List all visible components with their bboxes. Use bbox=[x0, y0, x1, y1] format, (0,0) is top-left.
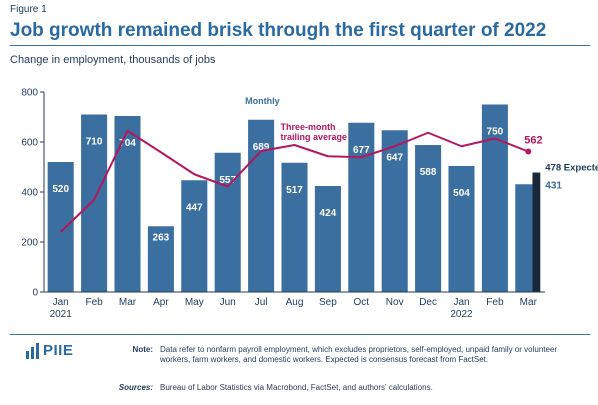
bar-feb bbox=[481, 104, 508, 292]
bar-mar bbox=[515, 184, 533, 292]
bar-value-label: 263 bbox=[153, 232, 170, 243]
y-tick-label: 600 bbox=[21, 138, 38, 149]
average-series-label: trailing average bbox=[281, 132, 348, 142]
bar-oct bbox=[348, 122, 375, 292]
chart-title: Job growth remained brisk through the fi… bbox=[10, 20, 547, 41]
figure-label: Figure 1 bbox=[10, 4, 47, 15]
bar-feb bbox=[81, 114, 108, 292]
bar-value-label: 447 bbox=[186, 202, 203, 213]
x-tick-label: Aug bbox=[286, 297, 304, 308]
x-tick-label: Nov bbox=[386, 297, 404, 308]
x-tick-label: Sep bbox=[319, 297, 337, 308]
sources-text: Bureau of Labor Statistics via Macrobond… bbox=[160, 383, 433, 392]
bar-value-label: 704 bbox=[119, 138, 136, 149]
bar-jun bbox=[214, 152, 241, 292]
x-tick-label: Apr bbox=[153, 297, 169, 308]
bar-mar bbox=[114, 116, 141, 292]
average-end-label: 562 bbox=[524, 135, 542, 147]
bar-apr bbox=[147, 226, 174, 292]
logo-mark-icon bbox=[26, 342, 39, 359]
employment-chart: 0 200 400 600 800 520 710 704 263 447 557 689 517 424… bbox=[21, 88, 598, 321]
expected-bar bbox=[532, 172, 541, 292]
bar-value-label: 517 bbox=[286, 185, 303, 196]
average-series-label: Three-month bbox=[281, 122, 336, 132]
bar-sep bbox=[314, 186, 341, 292]
bar-value-label: 647 bbox=[386, 152, 403, 163]
x-year-label: 2021 bbox=[50, 309, 73, 320]
bar-value-label: 588 bbox=[420, 167, 437, 178]
y-tick-label: 800 bbox=[21, 88, 38, 99]
bar-jan bbox=[448, 166, 475, 292]
bar-value-label: 504 bbox=[453, 188, 470, 199]
x-tick-label: Feb bbox=[85, 297, 103, 308]
bar-value-label: 750 bbox=[487, 127, 504, 138]
x-tick-label: Jan bbox=[453, 297, 469, 308]
x-tick-label: May bbox=[185, 297, 204, 308]
bar-value-label: 677 bbox=[353, 145, 370, 156]
footer-divider bbox=[10, 334, 590, 335]
logo-text: PIIE bbox=[43, 342, 74, 359]
y-tick-label: 200 bbox=[21, 238, 38, 249]
note-text: Data refer to nonfarm payroll employment… bbox=[160, 345, 558, 364]
bar-value-label: 431 bbox=[545, 180, 562, 191]
y-tick-label: 400 bbox=[21, 188, 38, 199]
x-tick-label: Oct bbox=[354, 297, 370, 308]
monthly-series-label: Monthly bbox=[245, 96, 280, 106]
x-tick-label: Jan bbox=[53, 297, 69, 308]
bar-jan bbox=[47, 162, 74, 292]
three-month-average-line bbox=[60, 129, 529, 233]
y-tick-label: 0 bbox=[32, 288, 38, 299]
sources-label: Sources: bbox=[118, 383, 153, 392]
bar-value-label: 557 bbox=[219, 175, 236, 186]
bar-value-label: 424 bbox=[320, 208, 337, 219]
expected-label: 478 Expected bbox=[545, 163, 598, 174]
x-tick-label: Feb bbox=[486, 297, 504, 308]
bar-aug bbox=[281, 162, 308, 292]
bar-nov bbox=[381, 130, 408, 292]
piie-logo: PIIE bbox=[26, 342, 73, 359]
chart-subtitle: Change in employment, thousands of jobs bbox=[10, 54, 216, 66]
bar-may bbox=[181, 180, 208, 292]
x-tick-label: Dec bbox=[419, 297, 437, 308]
x-tick-label: Mar bbox=[520, 297, 538, 308]
bar-value-label: 689 bbox=[253, 142, 270, 153]
x-tick-label: Mar bbox=[119, 297, 137, 308]
x-tick-label: Jun bbox=[220, 297, 236, 308]
x-tick-label: Jul bbox=[255, 297, 268, 308]
average-end-point bbox=[525, 148, 532, 155]
x-year-label: 2022 bbox=[450, 309, 473, 320]
note-label: Note: bbox=[132, 345, 153, 354]
bar-dec bbox=[415, 145, 442, 292]
title-divider bbox=[10, 45, 590, 46]
bar-value-label: 710 bbox=[86, 137, 103, 148]
bar-value-label: 520 bbox=[52, 184, 69, 195]
